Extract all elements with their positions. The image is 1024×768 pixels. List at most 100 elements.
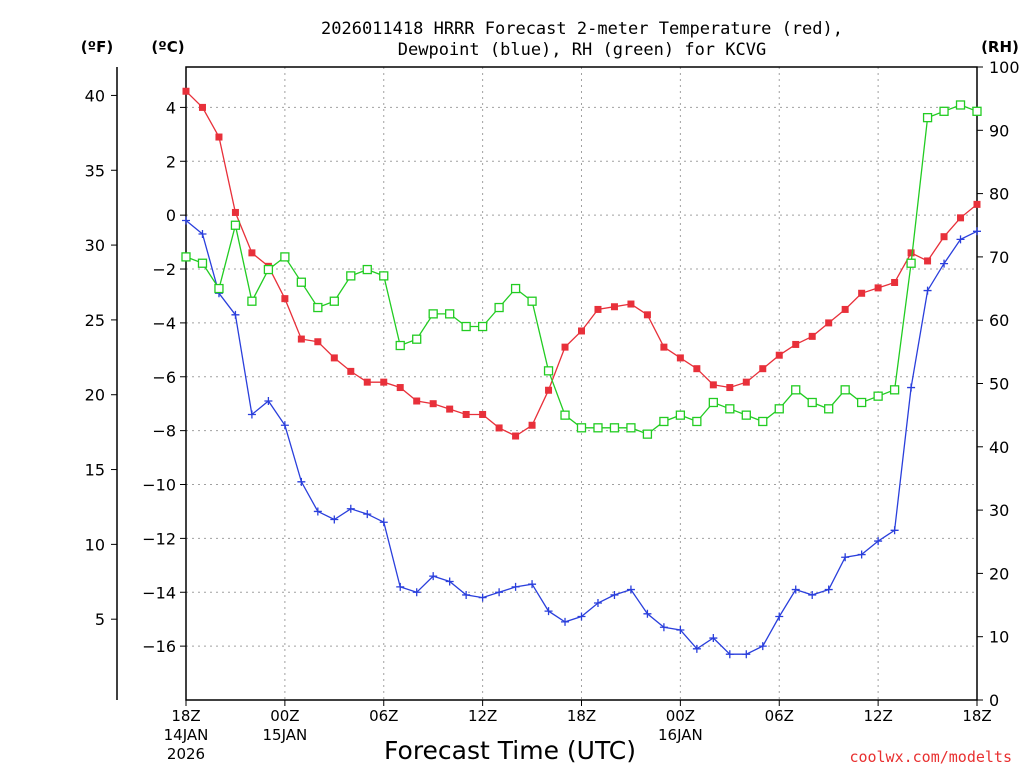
x-tick-date-label: 14JAN [164, 726, 209, 744]
data-point [478, 593, 487, 602]
celsius-tick-label: 4 [166, 98, 176, 117]
fahrenheit-tick-label: 10 [85, 535, 105, 554]
data-point [726, 384, 734, 392]
data-point [692, 416, 702, 427]
data-point [247, 410, 256, 419]
data-point [841, 553, 850, 562]
celsius-tick-label: 2 [166, 152, 176, 171]
celsius-tick-label: 0 [166, 206, 176, 225]
x-tick-label: 00Z [270, 707, 299, 725]
data-point [857, 550, 866, 559]
x-tick-label: 18Z [171, 707, 200, 725]
data-point [676, 625, 685, 634]
rh-tick-label: 50 [989, 375, 1009, 394]
data-point [281, 295, 289, 303]
data-point [808, 332, 816, 340]
data-point [578, 327, 585, 335]
data-point [479, 410, 487, 418]
data-point [759, 365, 767, 373]
data-point [709, 634, 718, 643]
data-point [363, 510, 372, 519]
data-point [280, 252, 290, 262]
data-point [593, 599, 602, 608]
data-point [477, 321, 488, 332]
x-tick-label: 00Z [666, 707, 695, 725]
data-point [824, 404, 834, 414]
celsius-tick-label: −14 [142, 583, 176, 602]
data-point [939, 106, 949, 116]
data-point [543, 366, 554, 376]
data-point [446, 405, 454, 413]
data-point [873, 391, 883, 401]
x-axis-label: Forecast Time (UTC) [384, 736, 636, 765]
celsius-tick-label: −10 [142, 476, 176, 495]
data-series [181, 87, 982, 659]
data-point [874, 284, 882, 292]
data-point [708, 397, 718, 408]
celsius-tick-label: −16 [142, 637, 176, 656]
series-line [185, 90, 978, 437]
data-point [907, 383, 916, 392]
fahrenheit-tick-label: 20 [85, 386, 105, 405]
data-point [314, 338, 322, 346]
rh-tick-label: 70 [989, 248, 1009, 267]
rh-tick-label: 30 [989, 501, 1009, 520]
series-2-meter-temperature [182, 87, 981, 440]
x-tick-label: 12Z [468, 707, 497, 725]
data-point [230, 220, 241, 230]
chart-title-line2: Dewpoint (blue), RH (green) for KCVG [398, 40, 766, 60]
celsius-tick-label: −12 [142, 529, 176, 548]
data-point [561, 343, 569, 351]
data-point [758, 416, 768, 427]
data-point [956, 235, 965, 244]
data-point [594, 305, 602, 313]
data-point [511, 582, 520, 591]
data-point [462, 410, 470, 418]
rh-tick-label: 20 [989, 564, 1009, 583]
fahrenheit-tick-label: 15 [85, 461, 105, 480]
data-point [643, 311, 651, 319]
data-point [889, 385, 900, 395]
data-point [807, 397, 817, 408]
data-point [362, 264, 372, 275]
data-point [495, 588, 504, 597]
data-point [923, 286, 932, 295]
rh-tick-label: 80 [989, 185, 1009, 204]
data-point [461, 321, 471, 332]
data-point [198, 103, 206, 111]
data-point [528, 580, 537, 589]
data-point [197, 258, 208, 268]
data-point [544, 607, 553, 616]
data-point [609, 423, 620, 433]
data-point [297, 477, 306, 486]
data-point [659, 416, 669, 427]
data-point [907, 249, 915, 257]
chart-title-line1: 2026011418 HRRR Forecast 2-meter Tempera… [321, 19, 843, 39]
data-point [494, 302, 504, 313]
rh-tick-label: 90 [989, 121, 1009, 140]
data-point [527, 296, 537, 306]
x-tick-label: 12Z [863, 707, 892, 725]
data-point [297, 335, 305, 343]
celsius-axis-label: (ºC) [151, 38, 184, 56]
data-point [528, 421, 536, 429]
data-point [610, 590, 619, 599]
data-point [973, 227, 981, 236]
data-point [296, 277, 307, 287]
data-point [445, 309, 455, 319]
fahrenheit-axis-ticks: 40 35 30 25 20 15 10 5 [85, 86, 117, 629]
data-point [395, 340, 405, 351]
x-tick-date-label: 16JAN [658, 726, 703, 744]
data-point [856, 397, 867, 408]
data-point [412, 334, 422, 344]
x-tick-label: 06Z [369, 707, 398, 725]
data-point [510, 283, 521, 294]
data-point [824, 585, 833, 594]
data-point [346, 271, 356, 281]
data-point [330, 515, 339, 524]
data-point [940, 259, 949, 268]
rh-tick-label: 0 [989, 691, 999, 710]
